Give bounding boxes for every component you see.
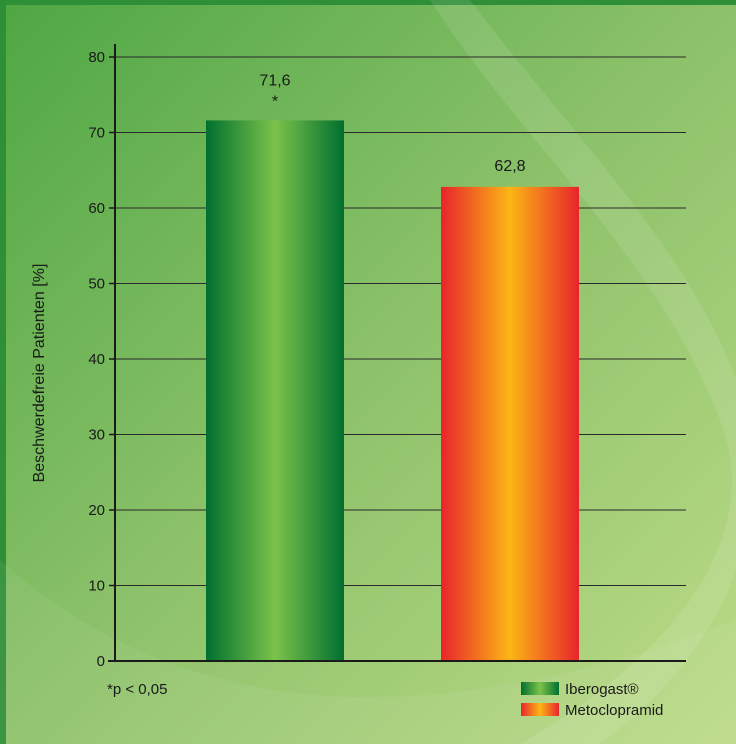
top-border xyxy=(0,0,736,5)
y-axis-title: Beschwerdefreie Patienten [%] xyxy=(31,264,48,483)
left-border xyxy=(0,0,6,744)
significance-mark-0: * xyxy=(272,93,278,110)
significance-footnote: *p < 0,05 xyxy=(107,681,167,698)
legend-label-1: Metoclopramid xyxy=(565,702,663,719)
legend-swatch-0 xyxy=(521,682,559,695)
bar-iberogast xyxy=(206,120,344,662)
legend-label-0: Iberogast® xyxy=(565,681,639,698)
y-tick-label-60: 60 xyxy=(88,200,105,217)
y-tick-label-40: 40 xyxy=(88,351,105,368)
y-tick-label-0: 0 xyxy=(97,653,105,670)
decorative-wave xyxy=(0,560,736,744)
legend: Iberogast® Metoclopramid xyxy=(521,681,663,719)
decorative-swoosh xyxy=(430,0,736,744)
legend-swatch-1 xyxy=(521,703,559,716)
y-tick-label-10: 10 xyxy=(88,578,105,595)
bars xyxy=(206,120,579,662)
value-label-0: 71,6 xyxy=(259,72,290,89)
y-tick-label-70: 70 xyxy=(88,125,105,142)
y-tick-label-50: 50 xyxy=(88,276,105,293)
y-tick-label-30: 30 xyxy=(88,427,105,444)
value-labels: 71,6 * 62,8 xyxy=(259,72,525,174)
y-tick-label-20: 20 xyxy=(88,502,105,519)
y-tick-labels: 0 10 20 30 40 50 60 70 80 xyxy=(88,49,105,670)
bar-metoclopramid xyxy=(441,186,579,662)
y-tick-label-80: 80 xyxy=(88,49,105,66)
value-label-1: 62,8 xyxy=(494,158,525,175)
